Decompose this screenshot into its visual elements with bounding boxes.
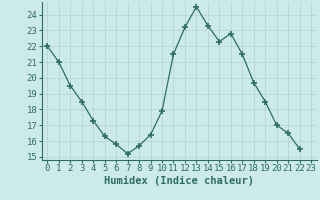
X-axis label: Humidex (Indice chaleur): Humidex (Indice chaleur) bbox=[104, 176, 254, 186]
